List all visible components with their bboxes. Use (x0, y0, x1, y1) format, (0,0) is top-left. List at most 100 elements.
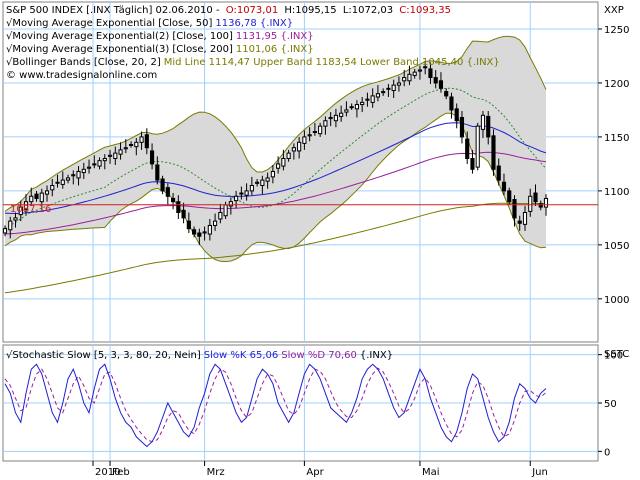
candle-body-97 (512, 199, 517, 219)
candle-body-54 (286, 152, 291, 160)
candle-body-5 (29, 195, 34, 203)
x-tick-label-3: Apr (306, 467, 324, 478)
x-tick-label-2: Mrz (207, 467, 225, 478)
ema50-label: Moving Average Exponential [Close, 50] (12, 18, 212, 29)
candle-body-67 (354, 104, 359, 110)
stoch-suffix: {.INX} (360, 350, 393, 361)
candle-body-16 (86, 166, 92, 169)
candle-body-94 (496, 165, 501, 181)
candle-body-13 (71, 174, 76, 177)
candle-body-11 (60, 179, 65, 185)
header-low: L:1072,03 (343, 5, 393, 16)
candle-body-98 (517, 220, 522, 224)
candle-body-48 (255, 181, 260, 184)
x-tick-label-5: Jun (531, 467, 548, 478)
candle-body-84 (444, 91, 449, 97)
candle-body-49 (260, 179, 265, 186)
stoch-d-label: Slow %D 70,60 (281, 350, 357, 361)
stoch-legend: √Stochastic Slow [5, 3, 3, 80, 20, Nein]… (6, 350, 393, 361)
candle-body-58 (307, 134, 312, 137)
candle-body-26 (139, 136, 144, 143)
header-instrument-text: S&P 500 INDEX [.INX Täglich] 02.06.2010 … (6, 5, 220, 16)
candle-body-23 (123, 147, 128, 150)
candle-body-81 (428, 68, 433, 79)
candle-body-43 (228, 201, 233, 207)
bollinger-value: Mid Line 1114,47 Upper Band 1183,54 Lowe… (164, 57, 500, 68)
candle-body-66 (349, 106, 354, 109)
stoch-k-label: Slow %K 65,06 (204, 350, 278, 361)
candle-body-19 (102, 158, 107, 162)
candle-body-39 (207, 224, 212, 235)
candle-body-65 (344, 109, 349, 113)
candle-body-92 (486, 115, 491, 138)
candle-body-46 (244, 190, 249, 196)
candle-body-78 (412, 71, 417, 76)
candle-body-42 (223, 204, 228, 217)
candle-body-24 (128, 143, 134, 146)
bollinger-label: Bollinger Bands [Close, 20, 2] (12, 57, 160, 68)
price-legend: S&P 500 INDEX [.INX Täglich] 02.06.2010 … (6, 5, 500, 81)
candle-body-2 (13, 217, 18, 221)
candle-body-74 (391, 84, 396, 92)
stoch-symbol-label: SSTC (604, 349, 629, 360)
candle-body-4 (23, 201, 29, 210)
candle-body-17 (92, 163, 97, 166)
candle-body-20 (107, 154, 113, 157)
candle-body-30 (160, 178, 165, 192)
candle-body-44 (234, 195, 239, 202)
candle-body-28 (149, 150, 155, 165)
x-tick-label-1: Feb (112, 467, 130, 478)
candle-body-95 (501, 181, 507, 192)
candle-body-76 (402, 77, 407, 82)
price-ytick-label-3: 1150 (604, 133, 629, 144)
x-tick-label-4: Mai (422, 467, 440, 478)
candle-body-35 (186, 220, 191, 230)
price-candles (2, 61, 549, 245)
stoch-lines (4, 363, 547, 448)
indicator-bollinger: √Bollinger Bands [Close, 20, 2] Mid Line … (6, 57, 500, 68)
last-price-label: 1087,16 (10, 204, 51, 215)
price-ytick-label-1: 1050 (604, 241, 629, 252)
candle-body-87 (459, 116, 465, 138)
candle-body-15 (81, 168, 86, 174)
candle-body-80 (423, 66, 428, 69)
candle-body-45 (239, 192, 244, 195)
candle-body-31 (165, 187, 170, 197)
price-ytick-label-5: 1250 (604, 25, 629, 36)
stoch-ytick-label-0: 0 (604, 447, 610, 458)
price-ytick-label-2: 1100 (604, 187, 629, 198)
price-ytick-label-4: 1200 (604, 79, 629, 90)
candle-body-88 (465, 138, 470, 160)
candle-body-25 (134, 141, 139, 148)
candle-body-27 (144, 134, 149, 149)
candle-body-91 (480, 114, 486, 130)
candle-body-10 (55, 181, 60, 184)
stoch-k-line (4, 363, 547, 448)
candle-body-83 (438, 80, 444, 89)
candle-body-53 (281, 158, 286, 167)
candle-body-72 (381, 91, 386, 94)
candle-body-73 (386, 87, 391, 90)
candle-body-14 (76, 170, 81, 179)
candle-body-69 (365, 98, 370, 101)
candle-body-7 (39, 192, 44, 203)
candle-body-3 (18, 206, 23, 216)
ema50-check: √ (6, 18, 13, 29)
indicator-ema200: √Moving Average Exponential(3) [Close, 2… (6, 44, 314, 55)
candle-body-36 (192, 229, 197, 235)
candle-body-86 (454, 108, 459, 122)
candle-body-47 (249, 184, 254, 192)
stoch-ytick-label-2: 100 (604, 351, 623, 362)
candle-body-71 (375, 93, 380, 98)
candle-body-0 (2, 228, 8, 234)
candle-body-103 (543, 197, 549, 208)
candle-body-96 (507, 190, 512, 203)
candle-body-9 (50, 184, 55, 191)
bollinger-upper-line (4, 35, 547, 212)
price-symbol-label: XXP (604, 5, 624, 16)
candle-body-93 (491, 135, 496, 170)
candle-body-90 (475, 125, 480, 168)
candle-body-29 (155, 164, 160, 181)
copyright-text: © www.tradesignalonline.com (6, 70, 157, 81)
